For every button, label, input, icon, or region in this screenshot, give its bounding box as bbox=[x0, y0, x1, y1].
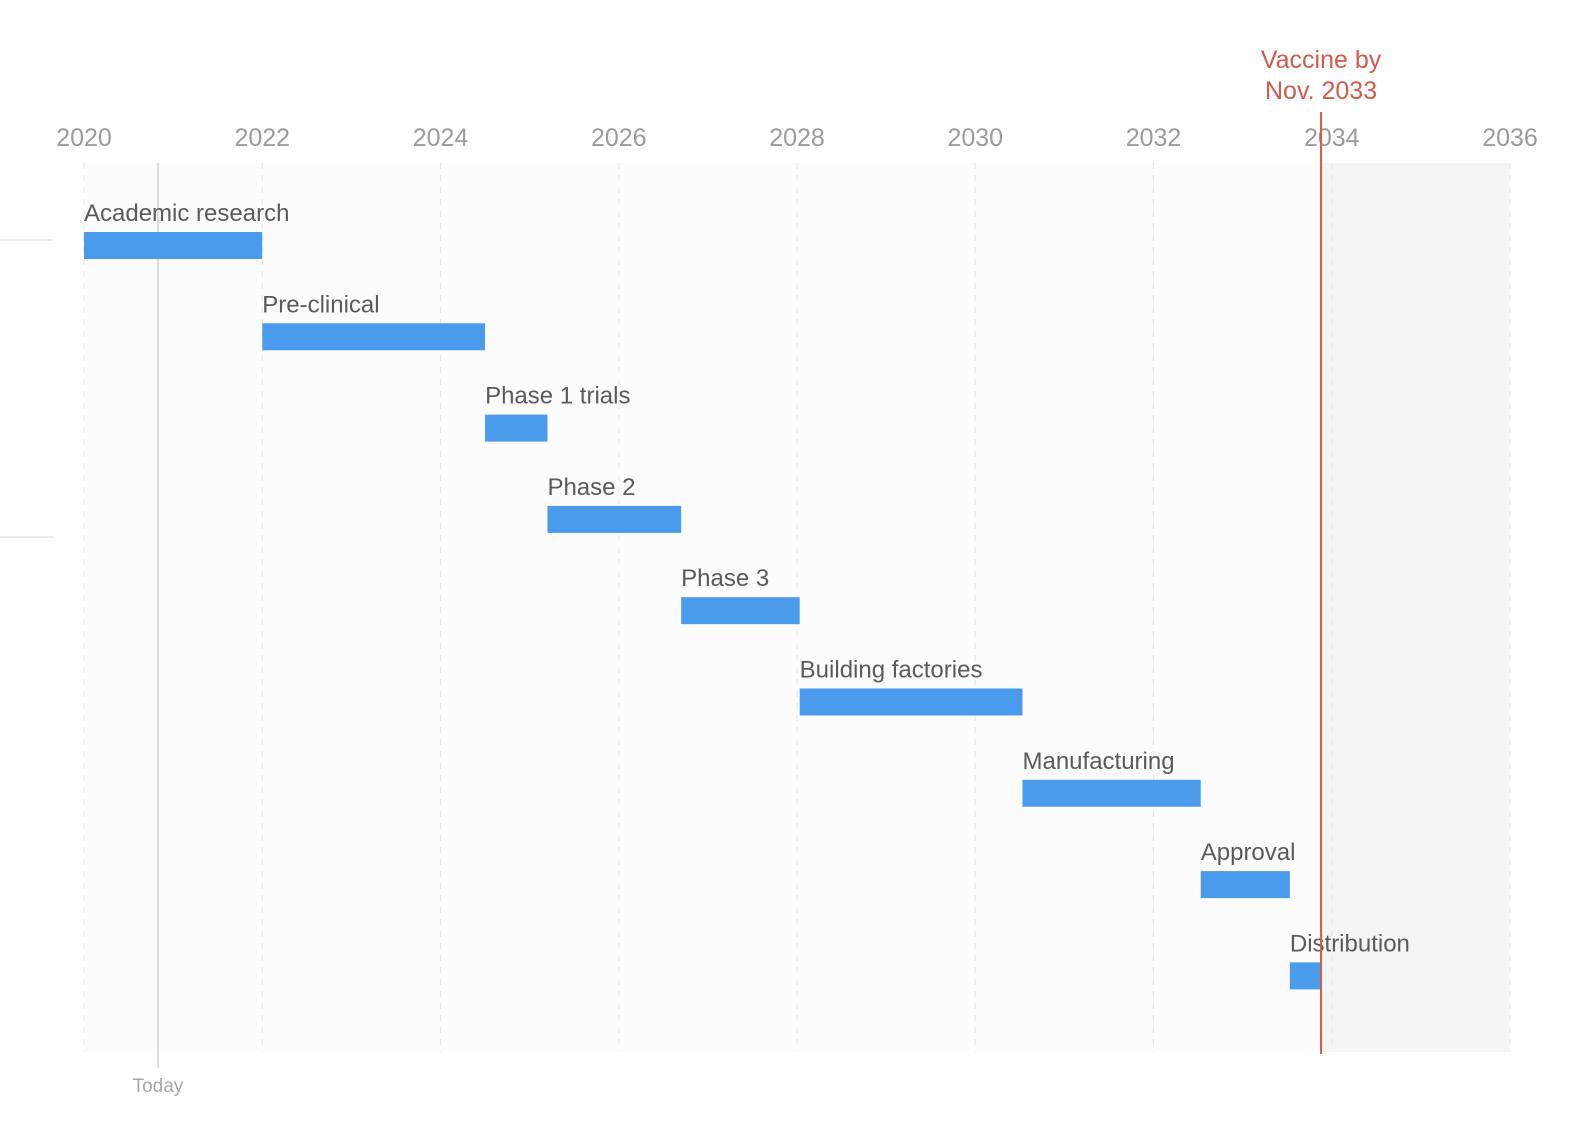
task-bar bbox=[1289, 962, 1322, 990]
x-tick-label: 2028 bbox=[769, 124, 825, 152]
task-bar bbox=[547, 505, 682, 533]
task-bar bbox=[84, 232, 263, 259]
task-bar bbox=[485, 414, 548, 442]
x-tick-label: 2030 bbox=[947, 124, 1003, 152]
x-tick-label: 2026 bbox=[591, 124, 647, 152]
task-label: Approval bbox=[1201, 839, 1296, 866]
task-bar bbox=[681, 597, 800, 625]
task-bar bbox=[1022, 779, 1201, 807]
task-label: Pre-clinical bbox=[262, 291, 379, 318]
task-label: Phase 2 bbox=[547, 474, 635, 501]
task-bar bbox=[799, 688, 1023, 716]
deadline-label: Vaccine by bbox=[1261, 46, 1382, 74]
deadline-label: Nov. 2033 bbox=[1265, 77, 1377, 105]
task-label: Phase 1 trials bbox=[485, 383, 630, 410]
task-bar bbox=[262, 323, 486, 351]
task-label: Manufacturing bbox=[1022, 748, 1174, 775]
x-tick-label: 2022 bbox=[234, 124, 290, 152]
task-bar bbox=[1200, 871, 1290, 899]
task-label: Distribution bbox=[1290, 930, 1410, 957]
x-tick-label: 2024 bbox=[413, 124, 469, 152]
x-tick-label: 2036 bbox=[1482, 124, 1538, 152]
task-label: Phase 3 bbox=[681, 565, 769, 592]
x-tick-label: 2034 bbox=[1304, 124, 1360, 152]
today-label: Today bbox=[133, 1076, 184, 1097]
task-label: Academic research bbox=[84, 200, 289, 227]
shaded-future-region bbox=[1321, 163, 1510, 1052]
task-label: Building factories bbox=[800, 657, 983, 684]
x-tick-label: 2032 bbox=[1126, 124, 1182, 152]
x-tick-label: 2020 bbox=[56, 124, 112, 152]
